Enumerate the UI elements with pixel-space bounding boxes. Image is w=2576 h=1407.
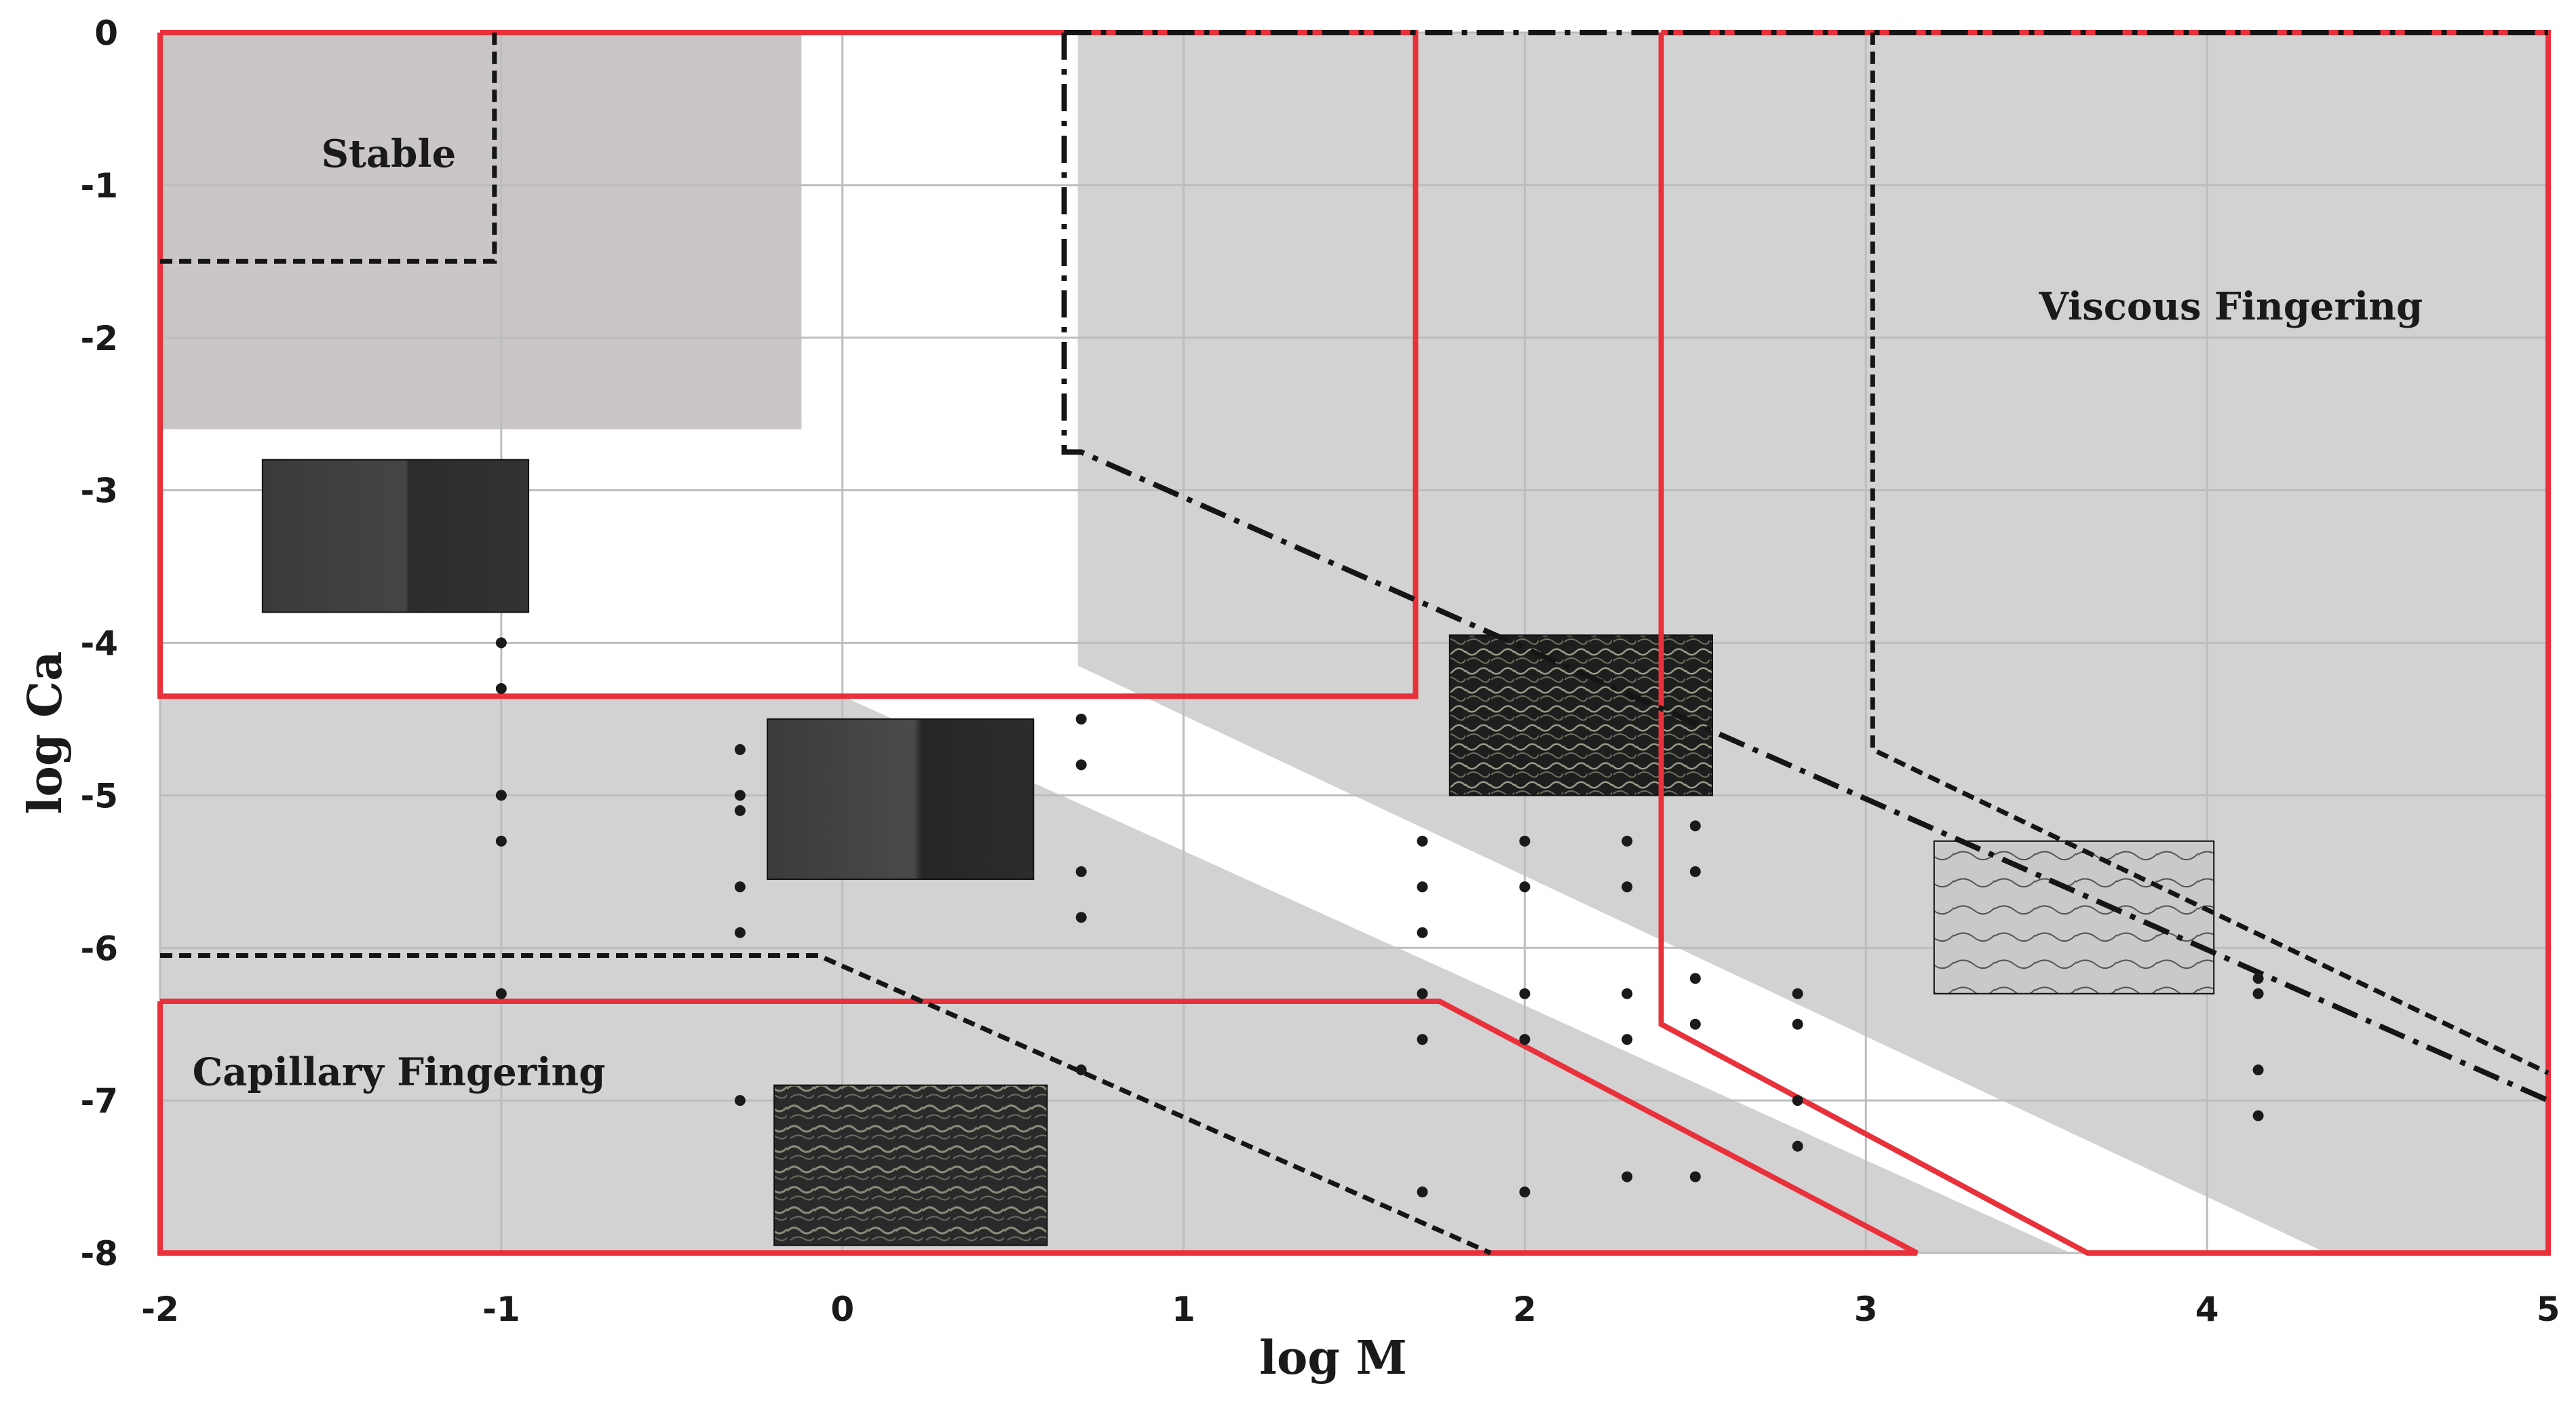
data-point: [495, 637, 507, 649]
boundary-line-red-solid: [157, 999, 1919, 1256]
data-points: [495, 637, 2264, 1198]
y-tick-label: -8: [80, 1234, 118, 1273]
data-point: [734, 927, 746, 938]
insets: [261, 459, 2215, 1246]
data-point: [1621, 881, 1633, 893]
x-tick-label: 2: [1513, 1290, 1537, 1329]
data-point: [1417, 927, 1428, 938]
data-point: [734, 1095, 746, 1106]
x-tick-label: -2: [141, 1290, 179, 1329]
data-point: [1792, 1018, 1803, 1030]
data-point: [1417, 881, 1428, 893]
data-point: [495, 988, 507, 999]
data-point: [734, 790, 746, 801]
data-point: [1689, 866, 1701, 877]
y-tick-label: -2: [80, 319, 118, 358]
x-tick-label: 3: [1854, 1290, 1878, 1329]
data-point: [1417, 835, 1428, 847]
data-point: [1621, 988, 1633, 999]
data-point: [1519, 835, 1531, 847]
data-point: [1417, 988, 1428, 999]
data-point: [1689, 820, 1701, 832]
data-point: [2252, 973, 2264, 984]
y-tick-label: -6: [80, 929, 118, 968]
x-tick-label: 1: [1172, 1290, 1195, 1329]
data-point: [1519, 881, 1531, 893]
data-point: [2252, 988, 2264, 999]
data-point: [734, 881, 746, 893]
stable-inset: [261, 459, 530, 613]
data-point: [1621, 1171, 1633, 1182]
capillary-region: [160, 696, 2071, 1253]
data-point: [1075, 912, 1087, 923]
data-point: [495, 835, 507, 847]
tick-labels: -2 -1 0 1 2 3 4 5 0 -1 -2 -3 -4 -5 -6 -7 -8: [80, 14, 2560, 1329]
boundary-line-black-dashed: [160, 953, 1492, 1256]
capillary-inset: [773, 1084, 1048, 1246]
crossover-inset: [1448, 634, 1714, 796]
data-point: [1075, 759, 1087, 771]
data-point: [1792, 988, 1803, 999]
data-point: [1417, 1034, 1428, 1045]
data-point: [1621, 1034, 1633, 1045]
region-label: Capillary Fingering: [193, 1050, 606, 1095]
region-label: Viscous Fingering: [2039, 284, 2423, 329]
boundary-line-black-dashed: [160, 33, 497, 264]
data-point: [1075, 1064, 1087, 1076]
viscous-inset: [1933, 840, 2215, 995]
y-tick-label: -5: [80, 776, 118, 815]
data-point: [1075, 713, 1087, 725]
region-label: Stable: [322, 132, 457, 176]
y-tick-label: -1: [80, 166, 118, 206]
boundary-line-red-solid: [157, 30, 1419, 699]
data-point: [1792, 1095, 1803, 1106]
data-point: [1519, 1187, 1531, 1198]
data-point: [1621, 835, 1633, 847]
y-tick-label: -3: [80, 471, 118, 511]
y-tick-label: -4: [80, 624, 118, 663]
data-point: [495, 790, 507, 801]
data-point: [2252, 1064, 2264, 1076]
data-point: [1792, 1140, 1803, 1152]
data-point: [734, 744, 746, 755]
stable-region: [160, 33, 802, 429]
data-point: [1689, 1018, 1701, 1030]
x-axis-title: log M: [1259, 1331, 1407, 1385]
mid-left-inset: [767, 718, 1035, 881]
data-point: [1519, 1034, 1531, 1045]
data-point: [1075, 866, 1087, 877]
boundary-line-black-dash-dot: [1061, 33, 2550, 1103]
y-tick-label: 0: [94, 14, 118, 53]
boundary-line-red-solid: [1658, 30, 2551, 1256]
data-point: [1417, 1187, 1428, 1198]
data-point: [495, 682, 507, 694]
y-tick-label: -7: [80, 1081, 118, 1121]
text-labels: log M log Ca Stable Viscous Fingering Capi…: [18, 132, 2423, 1385]
data-point: [2252, 1110, 2264, 1121]
y-axis-title: log Ca: [18, 651, 73, 815]
data-point: [1519, 988, 1531, 999]
data-point: [734, 805, 746, 816]
data-point: [1689, 973, 1701, 984]
x-tick-label: -1: [482, 1290, 520, 1329]
boundary-line-black-dashed: [1870, 33, 2550, 1075]
data-point: [1689, 1171, 1701, 1182]
x-tick-label: 5: [2537, 1290, 2560, 1329]
x-tick-label: 0: [830, 1290, 854, 1329]
x-tick-label: 4: [2195, 1290, 2219, 1329]
boundary-lines: [157, 30, 2551, 1256]
